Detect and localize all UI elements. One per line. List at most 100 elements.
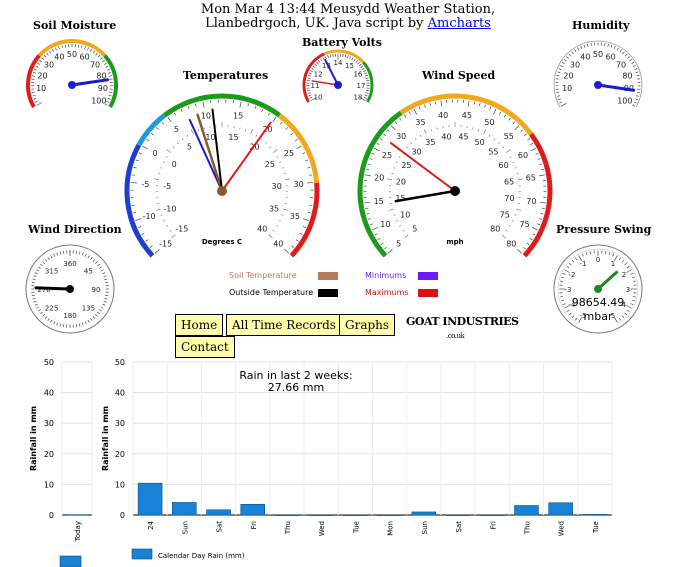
pressure-swing-gauge-tick: [585, 252, 588, 256]
wind-direction-gauge-tick: [103, 275, 107, 278]
temperatures-gauge-tick: [239, 101, 242, 108]
wind-speed-gauge-tick-label: 30: [396, 132, 406, 141]
battery-title: Battery Volts: [302, 36, 382, 49]
soil-moisture-gauge-tick: [105, 65, 109, 68]
wind-speed-gauge-tick: [520, 129, 524, 132]
y-tick-label: 0: [49, 511, 54, 520]
rain-bar: [548, 502, 573, 516]
two-week-rain-chart: 0 10 20 30 40 50 24 Sun Sat Fri Thu Wed Tue Mon Sun Sat…: [101, 358, 613, 560]
temperatures-gauge-inner-tick: [268, 234, 273, 239]
wind-direction-gauge-tick-label: 360: [63, 260, 76, 268]
pressure-swing-gauge-tick-label: 0: [596, 256, 600, 264]
battery-gauge-tick: [355, 60, 358, 63]
temperatures-gauge-tick: [294, 139, 298, 142]
wind-speed-gauge-tick-label: 20: [374, 173, 384, 182]
humidity-gauge-tick: [619, 49, 622, 53]
humidity-gauge-tick-label: 60: [606, 53, 616, 62]
pressure-swing-gauge-tick: [605, 251, 607, 255]
wind-direction-gauge-tick: [31, 294, 35, 297]
nav-home-button[interactable]: Home: [175, 314, 224, 336]
wind-speed-gauge-inner-tick: [410, 142, 412, 145]
y-axis-label: Rainfall in mm: [29, 406, 38, 471]
humidity-gauge-tick: [577, 47, 580, 51]
wind-direction-gauge-tick: [75, 250, 78, 254]
wind-speed-gauge-tick: [365, 207, 369, 209]
wind-speed-gauge-tick: [473, 101, 476, 105]
wind-direction-gauge-tick: [31, 281, 35, 284]
soil-moisture-gauge-tick: [46, 52, 49, 56]
temperatures-gauge-tick: [302, 152, 306, 155]
soil-moisture-gauge-tick-label: 60: [80, 53, 90, 62]
wind-speed-gauge-tick: [540, 213, 544, 215]
x-tick-label: Sun: [421, 521, 429, 534]
temperatures-gauge-tick: [145, 239, 149, 242]
battery-needle: [324, 59, 339, 86]
wind-direction-gauge-tick-label: 225: [45, 304, 58, 312]
x-tick-label: 24: [147, 520, 155, 529]
temperatures-gauge-tick: [187, 105, 190, 109]
temperatures-gauge-inner-label: 20: [249, 143, 259, 152]
battery-gauge-tick-label: 18: [353, 94, 362, 102]
humidity-gauge-tick: [583, 44, 586, 48]
temperatures-gauge-tick-label: 15: [233, 112, 243, 121]
wind-speed-gauge-tick: [386, 129, 390, 132]
wind-speed-gauge-inner-tick: [399, 225, 402, 227]
logo-text: GOAT INDUSTRIES: [406, 315, 519, 328]
temperatures-gauge-tick: [202, 101, 205, 108]
wind-direction-gauge-tick: [99, 266, 102, 269]
wind-speed-gauge-tick: [418, 106, 421, 110]
battery-gauge-tick: [364, 74, 369, 77]
wind-speed-gauge-tick: [467, 100, 470, 107]
temperatures-gauge-tick-label: 30: [294, 180, 304, 189]
wind-direction-gauge-tick: [100, 306, 104, 309]
pressure-swing-gauge-hub: [594, 285, 602, 293]
humidity-gauge-tick: [633, 101, 637, 104]
pressure-swing-gauge-tick-label: 2: [622, 271, 626, 279]
wind-speed-gauge-tick: [434, 101, 437, 105]
header-line2: Llanbedrgoch, UK. Java script by Amchart…: [180, 17, 516, 31]
temperatures-gauge-tick: [161, 121, 165, 125]
temperatures-gauge-tick: [272, 117, 277, 123]
x-tick-label: Tue: [592, 521, 600, 534]
pressure-swing-gauge-tick: [632, 280, 636, 282]
amcharts-link[interactable]: Amcharts: [427, 16, 491, 31]
soil-moisture-gauge-tick: [92, 50, 95, 54]
wind-speed-gauge-inner-tick: [498, 142, 500, 145]
wind-speed-gauge-inner-tick: [436, 127, 438, 130]
wind-speed-gauge-inner-tick: [393, 167, 396, 169]
pressure-swing-gauge-tick: [564, 269, 570, 273]
x-tick-label: Sat: [216, 521, 224, 533]
wind-speed-gauge-tick: [523, 133, 527, 137]
wind-speed-gauge-inner-tick: [404, 234, 409, 239]
wind-direction-gauge-face: [25, 244, 115, 334]
pressure-swing-gauge-tick: [578, 255, 582, 261]
soil-moisture-gauge-tick: [81, 45, 83, 49]
wind-speed-gauge-band: [399, 93, 534, 136]
temperatures-gauge-tick-label: -10: [143, 212, 156, 221]
nav-graphs-button[interactable]: Graphs: [339, 314, 396, 336]
wind-direction-gauge-tick: [50, 255, 53, 259]
wind-speed-gauge-tick: [369, 223, 373, 226]
battery-gauge-tick: [342, 53, 344, 57]
pressure-swing-gauge-tick: [561, 276, 565, 279]
battery-gauge-tick: [307, 92, 311, 94]
nav-contact-button[interactable]: Contact: [175, 336, 235, 358]
goat-industries-logo[interactable]: GOAT INDUSTRIES .co.uk: [406, 315, 519, 341]
temperatures-gauge-band: [162, 93, 282, 118]
temperatures-gauge-inner-tick: [281, 167, 284, 169]
battery-gauge-band: [323, 49, 365, 64]
battery-gauge-tick: [357, 61, 360, 65]
temperatures-gauge-tick-label: 10: [201, 112, 211, 121]
pressure-swing-gauge-tick: [630, 272, 634, 275]
wind-gust-needle: [389, 142, 456, 192]
humidity-gauge-tick: [629, 58, 633, 62]
wind-speed-gauge-inner-tick: [391, 173, 394, 175]
battery-gauge-tick: [365, 77, 369, 79]
wind-speed-gauge-tick: [523, 246, 526, 250]
pressure-swing-title: Pressure Swing: [556, 223, 652, 236]
wind-speed-gauge-inner-tick: [502, 146, 505, 149]
nav-records-button[interactable]: All Time Records: [226, 314, 342, 336]
wind-speed-gauge-inner-tick: [511, 219, 514, 222]
temperatures-gauge-tick: [173, 112, 177, 116]
